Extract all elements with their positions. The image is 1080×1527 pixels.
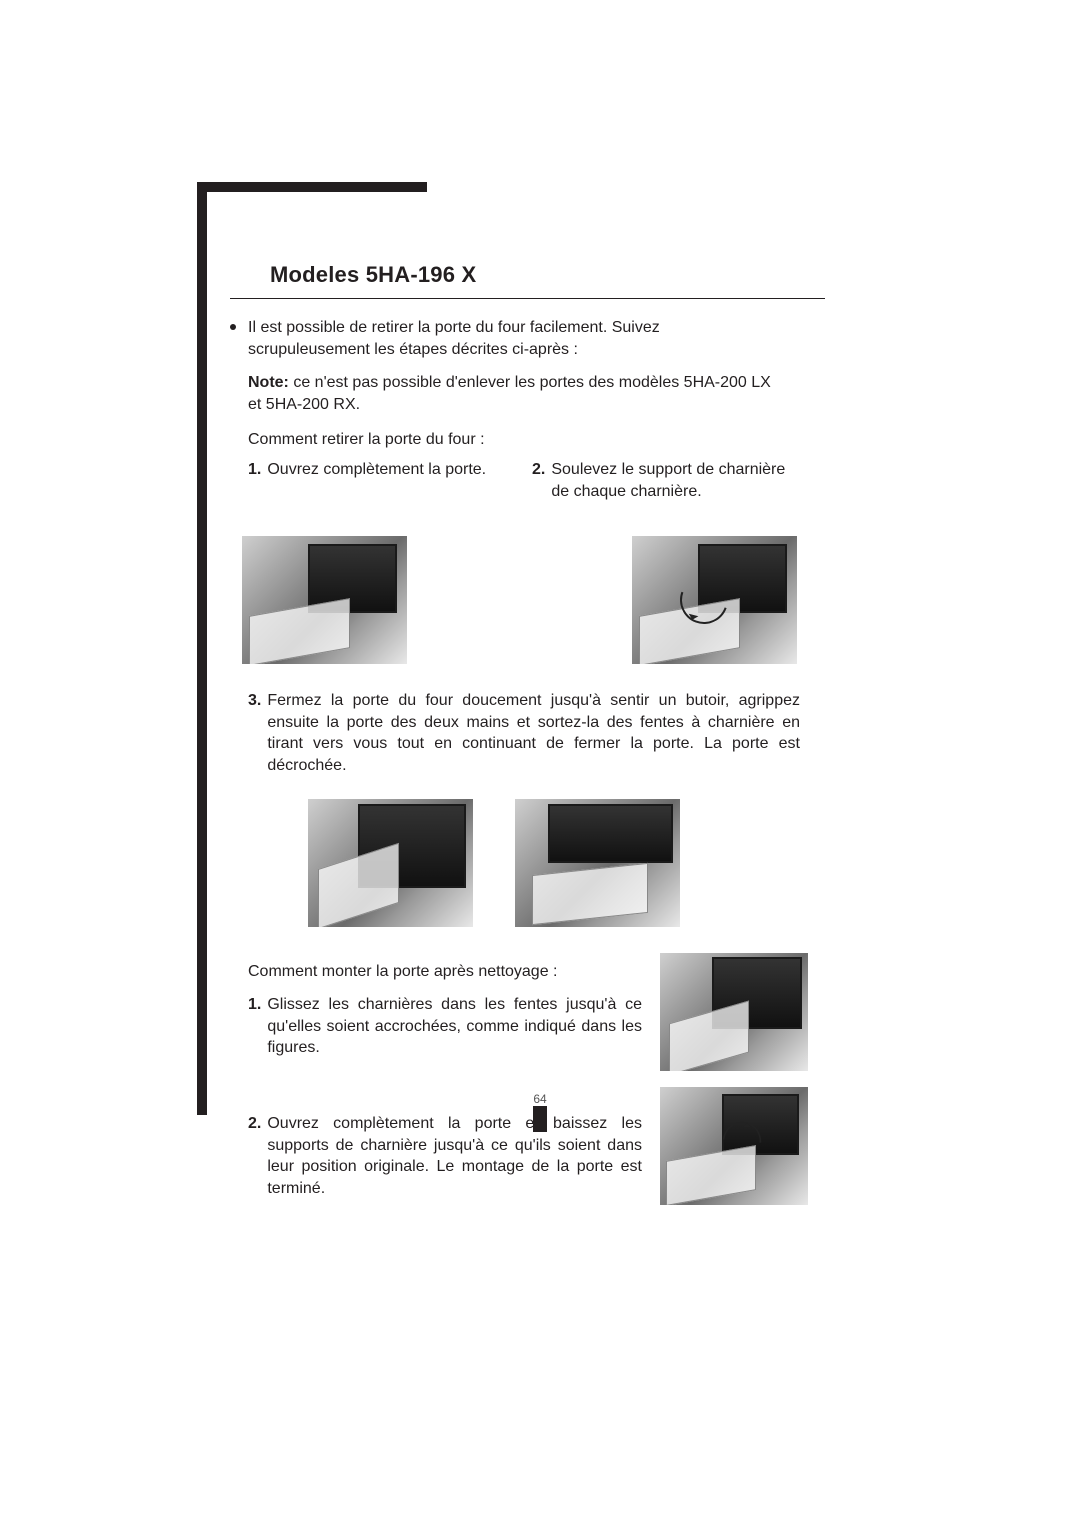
step-number: 3. <box>248 690 261 712</box>
figure-step1 <box>242 536 407 664</box>
side-rule-vertical <box>197 182 207 1115</box>
side-rule-horizontal <box>197 182 427 192</box>
note-text: ce n'est pas possible d'enlever les port… <box>248 374 771 413</box>
content-column: Modeles 5HA-196 X Il est possible de ret… <box>230 258 790 1205</box>
remove-steps-1-2: 1. Ouvrez complètement la porte. 2. Soul… <box>248 459 786 502</box>
figure-mount1 <box>660 953 808 1071</box>
page-number: 64 <box>533 1092 546 1106</box>
bullet-dot-icon <box>230 324 236 330</box>
remove-step-2: 2. Soulevez le support de charnière de c… <box>532 459 786 502</box>
footer-mark-icon <box>533 1106 547 1132</box>
step-number: 1. <box>248 459 261 481</box>
figure-row-2 <box>308 799 786 927</box>
figure-mount2 <box>660 1087 808 1205</box>
step-number: 2. <box>248 1113 261 1135</box>
step-text: Fermez la porte du four doucement jusqu'… <box>267 690 800 776</box>
mount-intro: Comment monter la porte après nettoyage … <box>248 961 642 983</box>
figure-step2 <box>632 536 797 664</box>
remove-step-3: 3. Fermez la porte du four doucement jus… <box>248 690 800 776</box>
figure-row-1 <box>242 536 797 664</box>
remove-step-1: 1. Ouvrez complètement la porte. <box>248 459 502 502</box>
remove-intro: Comment retirer la porte du four : <box>248 429 786 451</box>
figure-step3b <box>515 799 680 927</box>
note-block: Note: ce n'est pas possible d'enlever le… <box>248 372 786 415</box>
mount-figure-column <box>660 953 808 1205</box>
mount-section: Comment monter la porte après nettoyage … <box>248 961 808 1205</box>
step-text: Soulevez le support de charnière de chaq… <box>551 459 786 502</box>
section-heading: Modeles 5HA-196 X <box>230 258 825 299</box>
step-text: Glissez les charnières dans les fentes j… <box>267 994 642 1059</box>
mount-step-2: 2. Ouvrez complètement la porte et baiss… <box>248 1113 642 1199</box>
figure-step3a <box>308 799 473 927</box>
mount-step-1: 1. Glissez les charnières dans les fente… <box>248 994 642 1059</box>
step-text: Ouvrez complètement la porte. <box>267 459 486 481</box>
note-label: Note: <box>248 374 289 391</box>
intro-bullet: Il est possible de retirer la porte du f… <box>230 317 790 360</box>
step-number: 2. <box>532 459 545 481</box>
step-number: 1. <box>248 994 261 1016</box>
intro-text: Il est possible de retirer la porte du f… <box>248 317 778 360</box>
step-text: Ouvrez complètement la porte et baissez … <box>267 1113 642 1199</box>
manual-page: Modeles 5HA-196 X Il est possible de ret… <box>0 0 1080 1527</box>
